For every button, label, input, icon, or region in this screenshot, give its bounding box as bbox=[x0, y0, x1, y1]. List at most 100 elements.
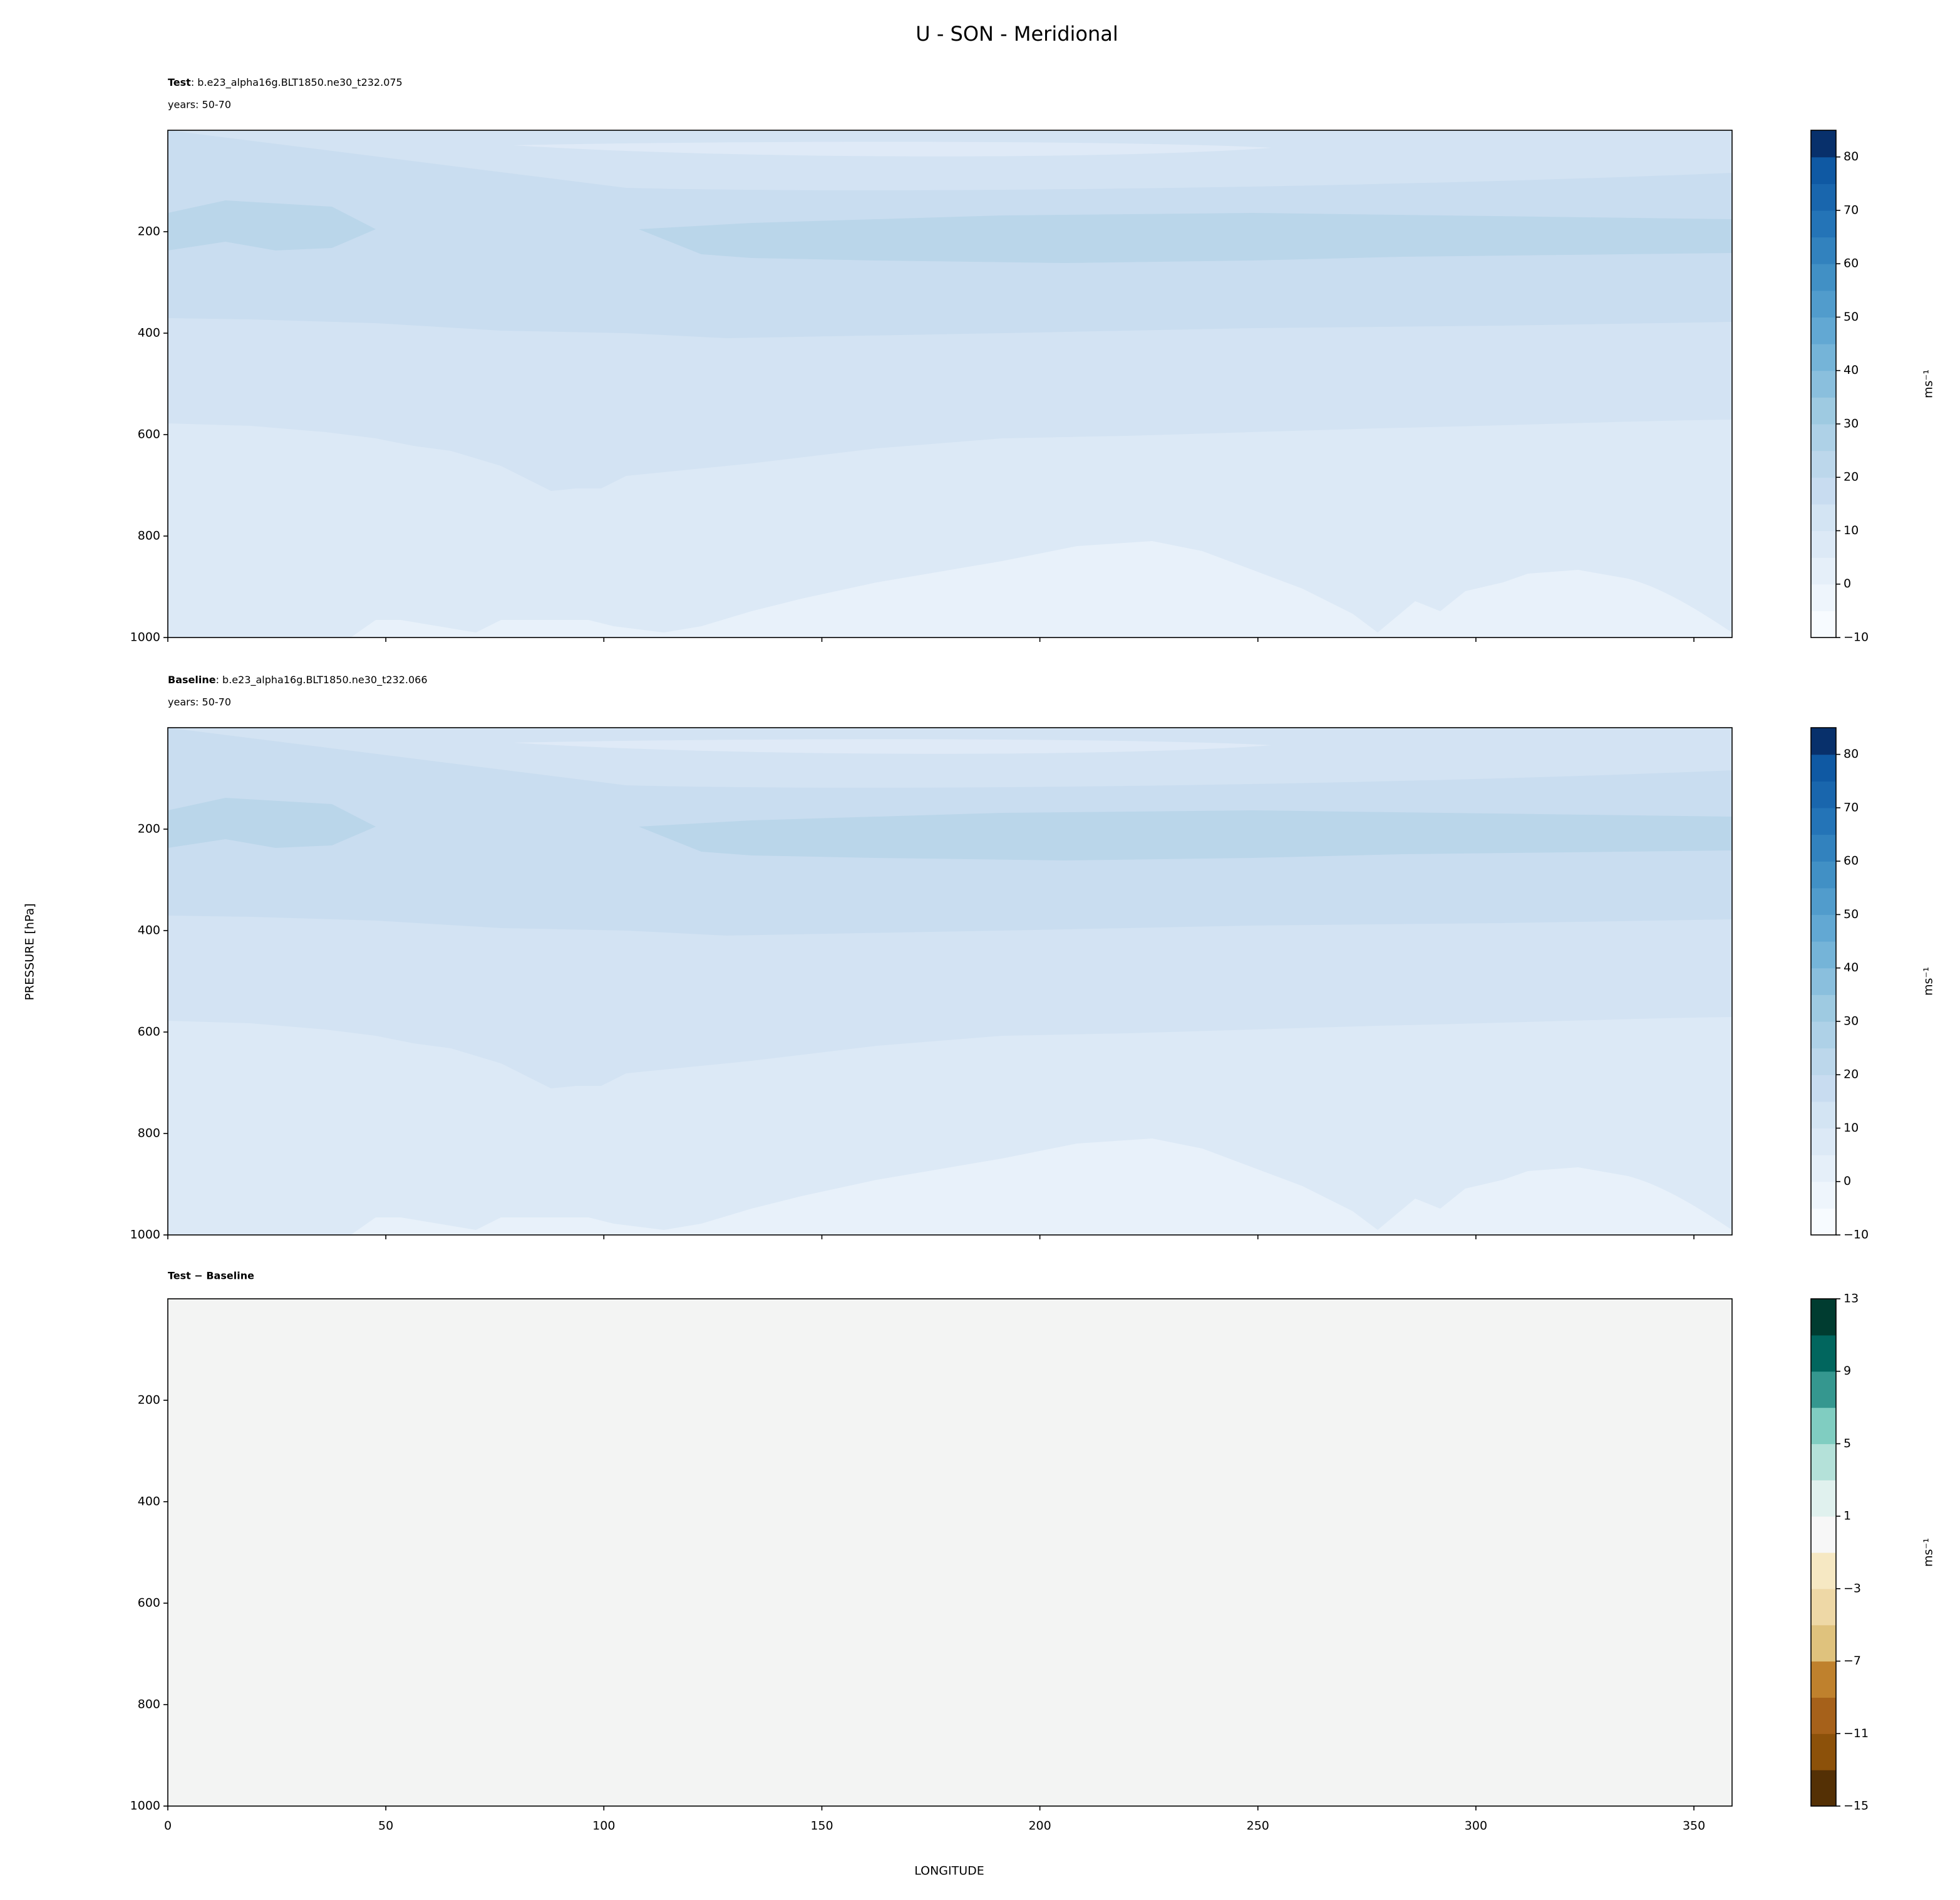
y-tick-label: 800 bbox=[138, 529, 160, 543]
colorbar-tick-label: −11 bbox=[1844, 1727, 1869, 1740]
colorbar-segment bbox=[1811, 450, 1836, 478]
colorbar-segment bbox=[1811, 370, 1836, 398]
x-tick-label: 0 bbox=[164, 1819, 172, 1833]
x-tick-label: 350 bbox=[1683, 1819, 1705, 1833]
colorbar-segment bbox=[1811, 611, 1836, 638]
colorbar-tick-label: 20 bbox=[1844, 470, 1859, 484]
colorbar-segment bbox=[1811, 317, 1836, 344]
colorbar-segment bbox=[1811, 397, 1836, 425]
contour-field bbox=[168, 1299, 1732, 1806]
colorbar-segment bbox=[1811, 1128, 1836, 1155]
colorbar-segment bbox=[1811, 834, 1836, 862]
figure-title: U - SON - Meridional bbox=[916, 22, 1118, 46]
y-tick-label: 200 bbox=[138, 822, 160, 836]
colorbar-label: ms⁻¹ bbox=[1922, 1538, 1936, 1567]
plot-frame bbox=[167, 727, 1733, 1236]
plot-frame bbox=[167, 130, 1733, 638]
colorbar-tick-label: −15 bbox=[1844, 1799, 1869, 1813]
colorbar-segment bbox=[1811, 1021, 1836, 1049]
y-tick-label: 600 bbox=[138, 428, 160, 441]
colorbar-segment bbox=[1811, 477, 1836, 505]
panel-subtitle: Test: b.e23_alpha16g.BLT1850.ne30_t232.0… bbox=[168, 76, 403, 89]
y-tick-label: 400 bbox=[138, 924, 160, 937]
colorbar-segment bbox=[1811, 1407, 1836, 1445]
colorbar-segment bbox=[1811, 264, 1836, 291]
colorbar-tick-label: 40 bbox=[1844, 363, 1859, 377]
colorbar-segment bbox=[1811, 887, 1836, 916]
colorbar-segment bbox=[1811, 157, 1836, 184]
colorbar-segment bbox=[1811, 130, 1836, 158]
colorbar-tick-label: 60 bbox=[1844, 854, 1859, 868]
colorbar-segment bbox=[1811, 1443, 1836, 1480]
colorbar-label: ms⁻¹ bbox=[1922, 967, 1936, 996]
colorbar-segment bbox=[1811, 584, 1836, 611]
panel-years: years: 50-70 bbox=[168, 99, 231, 111]
colorbar-segment bbox=[1811, 210, 1836, 238]
colorbar-segment bbox=[1811, 861, 1836, 889]
colorbar-segment bbox=[1811, 968, 1836, 995]
colorbar-tick-label: 50 bbox=[1844, 907, 1859, 921]
colorbar-segment bbox=[1811, 1101, 1836, 1129]
colorbar-tick-label: 70 bbox=[1844, 800, 1859, 814]
colorbar-segment bbox=[1811, 344, 1836, 371]
colorbar-segment bbox=[1811, 1335, 1836, 1372]
colorbar-tick-label: 10 bbox=[1844, 524, 1859, 537]
colorbar-tick-label: 10 bbox=[1844, 1121, 1859, 1135]
colorbar-segment bbox=[1811, 183, 1836, 211]
colorbar-segment bbox=[1811, 1661, 1836, 1698]
panel-label: Test bbox=[168, 76, 191, 88]
colorbar-segment bbox=[1811, 1480, 1836, 1517]
contour-field bbox=[168, 728, 1732, 1235]
colorbar-segment bbox=[1811, 1733, 1836, 1770]
colorbar-tick-label: 0 bbox=[1844, 577, 1851, 591]
colorbar-tick-label: −7 bbox=[1844, 1654, 1861, 1668]
colorbar-frame bbox=[1810, 727, 1837, 1236]
colorbar-segment bbox=[1811, 290, 1836, 318]
colorbar-segment bbox=[1811, 1552, 1836, 1589]
colorbar-segment bbox=[1811, 1048, 1836, 1075]
contour-field bbox=[168, 130, 1732, 638]
y-tick-label: 400 bbox=[138, 326, 160, 340]
colorbar-tick-label: 80 bbox=[1844, 150, 1859, 163]
x-tick-label: 300 bbox=[1465, 1819, 1487, 1833]
panel-years: years: 50-70 bbox=[168, 696, 231, 708]
colorbar-segment bbox=[1811, 1181, 1836, 1209]
colorbar-segment bbox=[1811, 423, 1836, 452]
colorbar-segment bbox=[1811, 1299, 1836, 1336]
colorbar-segment bbox=[1811, 1770, 1836, 1807]
colorbar-tick-label: 30 bbox=[1844, 416, 1859, 430]
x-axis-label: LONGITUDE bbox=[914, 1864, 984, 1878]
y-tick-label: 200 bbox=[138, 1393, 160, 1407]
colorbar-frame bbox=[1810, 1298, 1837, 1807]
colorbar-segment bbox=[1811, 941, 1836, 969]
x-tick-label: 250 bbox=[1247, 1819, 1269, 1833]
colorbar-tick-label: 60 bbox=[1844, 257, 1859, 271]
colorbar-segment bbox=[1811, 530, 1836, 558]
colorbar-tick-label: −3 bbox=[1844, 1581, 1861, 1595]
colorbar-segment bbox=[1811, 1075, 1836, 1102]
y-tick-label: 400 bbox=[138, 1495, 160, 1509]
colorbar-tick-label: 0 bbox=[1844, 1174, 1851, 1188]
x-tick-label: 100 bbox=[592, 1819, 615, 1833]
colorbar-segment bbox=[1811, 1588, 1836, 1626]
colorbar-segment bbox=[1811, 807, 1836, 835]
x-tick-label: 50 bbox=[378, 1819, 393, 1833]
colorbar-tick-label: 50 bbox=[1844, 310, 1859, 324]
y-tick-label: 800 bbox=[138, 1698, 160, 1712]
colorbar-tick-label: 9 bbox=[1844, 1364, 1851, 1378]
colorbar-segment bbox=[1811, 557, 1836, 585]
colorbar-segment bbox=[1811, 754, 1836, 782]
plot-frame bbox=[167, 1298, 1733, 1807]
colorbar-segment bbox=[1811, 1155, 1836, 1182]
y-tick-label: 600 bbox=[138, 1596, 160, 1610]
colorbar-tick-label: 40 bbox=[1844, 961, 1859, 974]
colorbar-segment bbox=[1811, 1624, 1836, 1662]
colorbar-tick-label: 30 bbox=[1844, 1014, 1859, 1028]
colorbar-segment bbox=[1811, 503, 1836, 532]
case-name: : b.e23_alpha16g.BLT1850.ne30_t232.066 bbox=[216, 674, 428, 686]
colorbar-tick-label: 80 bbox=[1844, 747, 1859, 761]
colorbar-tick-label: 1 bbox=[1844, 1509, 1851, 1523]
colorbar-segment bbox=[1811, 914, 1836, 942]
